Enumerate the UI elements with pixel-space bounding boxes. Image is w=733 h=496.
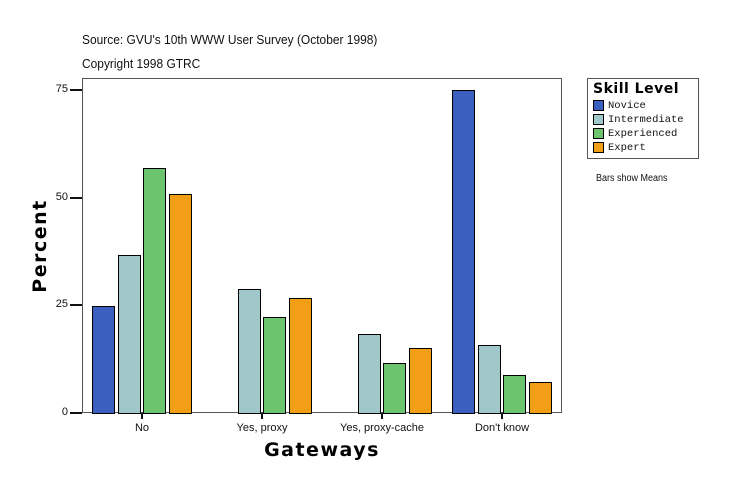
y-tick-label: 0 [61, 406, 68, 418]
bar-experienced [503, 375, 527, 414]
bar-intermediate [117, 255, 141, 414]
legend-item-intermediate: Intermediate [593, 113, 684, 126]
y-tick [70, 196, 82, 199]
y-tick-label: 25 [55, 298, 68, 311]
legend-swatch-experienced [593, 128, 604, 139]
legend-label: Intermediate [608, 113, 684, 126]
y-tick [70, 304, 82, 307]
source-text: Source: GVU's 10th WWW User Survey (Octo… [82, 32, 378, 47]
x-tick-label: Yes, proxy-cache [340, 422, 424, 434]
x-tick [141, 413, 143, 419]
y-tick-label: 50 [55, 190, 68, 203]
y-tick [70, 412, 82, 414]
bar-experienced [383, 363, 407, 414]
legend-title: Skill Level [593, 81, 679, 97]
bar-intermediate [357, 334, 381, 414]
legend-swatch-expert [593, 142, 604, 153]
legend-item-experienced: Experienced [593, 127, 677, 140]
y-tick-label: 75 [55, 83, 68, 95]
bar-expert [168, 194, 192, 414]
bar-intermediate [477, 345, 501, 414]
bar-expert [288, 298, 312, 414]
x-tick [501, 413, 503, 419]
plot-area [82, 78, 562, 413]
legend-item-expert: Expert [593, 141, 646, 154]
x-tick-label: Yes, proxy [236, 422, 288, 434]
legend-swatch-novice [593, 100, 604, 111]
x-tick [261, 413, 263, 419]
legend-label: Experienced [608, 127, 678, 140]
bar-novice [92, 306, 116, 414]
legend-label: Expert [608, 141, 646, 154]
x-tick-label: No [134, 422, 150, 434]
y-tick [70, 89, 82, 91]
legend-label: Novice [608, 99, 646, 112]
x-tick [381, 413, 383, 419]
bar-novice [452, 90, 476, 414]
legend-item-novice: Novice [593, 99, 646, 112]
copyright-text: Copyright 1998 GTRC [82, 56, 201, 71]
legend: Skill Level Novice Intermediate Experien… [587, 78, 699, 159]
bar-experienced [143, 167, 167, 414]
x-tick-label: Don't know [474, 422, 530, 434]
bar-expert [408, 348, 432, 414]
bar-experienced [263, 316, 287, 414]
bar-expert [528, 382, 552, 414]
x-axis-title: Gateways [264, 439, 380, 461]
legend-swatch-intermediate [593, 114, 604, 125]
y-axis-title: Percent [29, 199, 51, 293]
bars-show-means-note: Bars show Means [596, 173, 668, 184]
bar-intermediate [237, 289, 261, 414]
